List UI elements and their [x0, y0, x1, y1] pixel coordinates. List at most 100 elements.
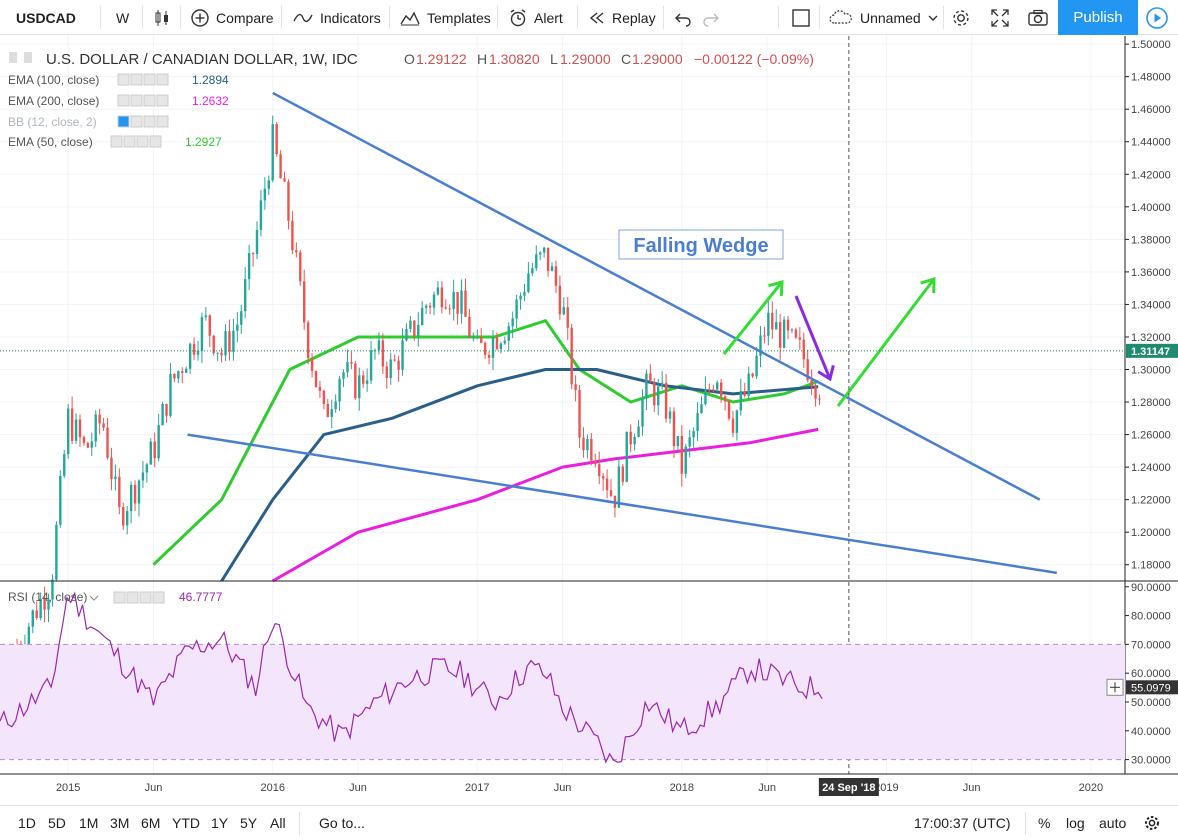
candle-body [421, 307, 424, 325]
candle-body [31, 610, 34, 627]
study-legend-row[interactable]: EMA (200, close) 1.2632 [8, 94, 229, 108]
chart-settings-button[interactable] [1143, 806, 1161, 840]
study-legend-button[interactable] [130, 94, 143, 107]
study-legend-button[interactable] [156, 115, 169, 128]
range-button-5y[interactable]: 5Y [240, 815, 258, 831]
ohlc-low: 1.29000 [560, 51, 611, 67]
publish-button[interactable]: Publish [1058, 0, 1138, 35]
candle-body [200, 317, 204, 351]
candle-body [98, 414, 101, 424]
range-button-5d[interactable]: 5D [48, 815, 66, 831]
layout-name-menu[interactable]: Unnamed [828, 0, 939, 35]
candle-body [35, 610, 38, 619]
study-legend-button[interactable] [117, 94, 130, 107]
snapshot-button[interactable] [1027, 0, 1049, 35]
range-button-all[interactable]: All [270, 815, 286, 831]
price-tick-label: 1.22000 [1131, 495, 1171, 507]
percent-scale-button[interactable]: % [1038, 815, 1051, 831]
candle-body [515, 299, 518, 319]
chart-canvas[interactable]: 1.50000 1.48000 1.46000 1.44000 1.42000 1.400… [0, 36, 1178, 805]
study-legend-button[interactable] [130, 73, 143, 86]
templates-button[interactable]: Templates [399, 0, 491, 35]
ohlc-o-label: O [404, 51, 415, 67]
study-legend-button[interactable] [117, 73, 130, 86]
drawings[interactable] [187, 91, 1058, 575]
candle-body [385, 366, 389, 378]
chart-legend: U.S. DOLLAR / CANADIAN DOLLAR, 1W, IDC O… [8, 51, 814, 149]
study-legend-button[interactable] [156, 94, 169, 107]
range-button-3m[interactable]: 3M [110, 815, 130, 831]
wedge-trendline[interactable] [187, 433, 1058, 575]
undo-button[interactable] [674, 0, 692, 35]
alert-button[interactable]: Alert [508, 0, 563, 35]
candle-body [680, 435, 684, 474]
range-button-6m[interactable]: 6M [141, 815, 161, 831]
log-scale-button[interactable]: log [1066, 815, 1085, 831]
play-button[interactable] [1145, 0, 1169, 35]
candle-body [55, 524, 58, 580]
time-axis[interactable]: 2015 Jun 2016 Jun 2017 Jun 2018 Jun 2019 Jun 2020 [56, 782, 1103, 794]
rsi-legend-buttons[interactable] [113, 591, 165, 604]
rsi-pane[interactable] [0, 591, 1125, 764]
chart-style-button[interactable] [153, 0, 171, 35]
fullscreen-button[interactable] [990, 0, 1010, 35]
range-button-1y[interactable]: 1Y [211, 815, 229, 831]
range-button-1d[interactable]: 1D [18, 815, 36, 831]
range-button-1m[interactable]: 1M [79, 815, 99, 831]
study-legend-button[interactable] [136, 135, 149, 148]
green-up-arrow[interactable] [836, 276, 936, 407]
study-legend-button[interactable] [117, 115, 130, 128]
fullscreen-layout-button[interactable] [791, 0, 811, 35]
arrow-shaft [794, 295, 832, 380]
purple-down-arrow[interactable] [794, 295, 835, 382]
indicators-button[interactable]: Indicators [292, 0, 381, 35]
replay-button[interactable]: Replay [588, 0, 656, 35]
goto-date-button[interactable]: Go to... [319, 815, 365, 831]
candle-body [129, 484, 133, 512]
study-legend-button[interactable] [143, 73, 156, 86]
wedge-trendline[interactable] [272, 91, 1041, 501]
study-legend-row[interactable]: BB (12, close, 2) [8, 115, 169, 129]
study-legend-button[interactable] [130, 115, 143, 128]
range-button-ytd[interactable]: YTD [172, 815, 200, 831]
study-legend-button[interactable] [123, 135, 136, 148]
chart-area[interactable]: 1.50000 1.48000 1.46000 1.44000 1.42000 1.400… [0, 36, 1178, 805]
candle-body [397, 360, 400, 370]
candle-body [755, 355, 758, 377]
study-legend-button[interactable] [143, 94, 156, 107]
candle-body [310, 358, 314, 371]
study-legend-button[interactable] [149, 135, 162, 148]
candle-body [133, 484, 137, 504]
rsi-axis[interactable]: 90.0000 80.0000 70.0000 60.0000 50.0000 40.00… [1125, 582, 1171, 767]
candle-body [617, 466, 621, 508]
chevron-down-icon[interactable] [89, 595, 99, 601]
redo-button[interactable] [702, 0, 720, 35]
price-axis[interactable]: 1.50000 1.48000 1.46000 1.44000 1.42000 1.400… [1125, 39, 1171, 572]
add-plus-icon[interactable] [1106, 678, 1124, 696]
interval-button[interactable]: W [116, 9, 130, 26]
green-up-arrow[interactable] [722, 280, 784, 355]
candle-body [727, 401, 731, 419]
study-legend-button[interactable] [143, 115, 156, 128]
candle-body [531, 268, 534, 274]
candle-body [625, 431, 628, 482]
study-legend-button[interactable] [110, 135, 123, 148]
settings-button[interactable] [950, 0, 972, 35]
utc-clock[interactable]: 17:00:37 (UTC) [914, 815, 1011, 831]
study-legend-row[interactable]: EMA (50, close) 1.2927 [8, 135, 222, 149]
expand-icon [991, 8, 1009, 27]
candle-body [59, 476, 62, 525]
symbol-search[interactable]: USDCAD [16, 9, 76, 26]
compare-button[interactable]: Compare [190, 0, 274, 35]
candle-body [472, 337, 475, 339]
candle-body [322, 390, 326, 404]
study-legend-row[interactable]: EMA (100, close) 1.2894 [8, 73, 229, 87]
candle-body [424, 305, 428, 308]
candle-body [723, 396, 727, 402]
study-legend-button[interactable] [156, 73, 169, 86]
arrow-shaft [722, 281, 784, 355]
falling-wedge-annotation[interactable]: Falling Wedge [618, 229, 784, 260]
svg-text:1.31147: 1.31147 [1131, 346, 1170, 358]
auto-scale-button[interactable]: auto [1099, 815, 1127, 831]
rsi-legend-label: RSI (14, close) [8, 590, 87, 604]
